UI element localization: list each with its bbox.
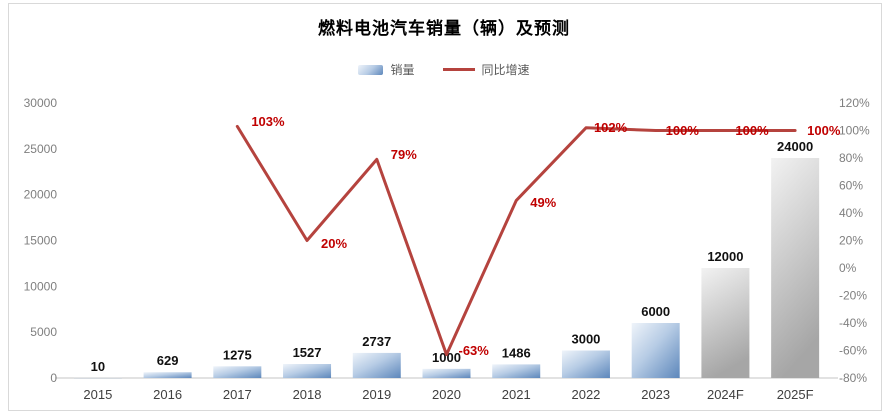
growth-value-label: 20% [321,236,347,251]
bar [492,364,541,378]
bar-value-label: 3000 [571,332,600,347]
x-tick-label: 2020 [432,387,461,402]
legend-item-growth: 同比增速 [442,61,530,78]
legend-label-sales: 销量 [390,63,415,77]
bar-value-label: 6000 [641,304,670,319]
y-right-tick-label: -20% [839,289,867,303]
bar-forecast [701,268,750,378]
growth-value-label: -63% [459,343,490,358]
bar [143,372,192,378]
y-left-tick-label: 5000 [30,325,57,339]
bar-value-label: 1000 [432,350,461,365]
legend-item-sales: 销量 [358,61,415,78]
y-right-tick-label: 120% [839,96,870,110]
bar-value-label: 10 [91,359,105,374]
sales-bar-swatch-icon [358,64,384,75]
x-tick-label: 2021 [502,387,531,402]
y-left-tick-label: 10000 [24,279,58,293]
growth-value-label: 100% [666,123,700,138]
bar-value-label: 629 [157,353,179,368]
x-tick-label: 2018 [293,387,322,402]
bar [352,352,401,378]
bar-value-label: 1486 [502,345,531,360]
y-right-tick-label: 40% [839,206,863,220]
y-left-tick-label: 0 [50,371,57,385]
y-right-tick-label: 80% [839,151,863,165]
y-left-tick-label: 20000 [24,188,58,202]
bar-value-label: 1275 [223,347,252,362]
y-left-tick-label: 30000 [24,96,58,110]
x-tick-label: 2025F [777,387,814,402]
growth-line [235,124,797,357]
bar [561,350,610,378]
bar-value-label: 2737 [362,334,391,349]
y-left-tick-label: 25000 [24,142,58,156]
y-left-tick-label: 15000 [24,234,58,248]
legend: 销量 同比增速 [0,61,888,78]
growth-value-label: 100% [735,123,769,138]
growth-value-label: 102% [594,120,628,135]
y-right-tick-label: -60% [839,344,867,358]
bar-value-label: 1527 [293,345,322,360]
y-right-tick-label: -40% [839,316,867,330]
x-tick-label: 2024F [707,387,744,402]
chart-title: 燃料电池汽车销量（辆）及预测 [318,19,570,38]
x-tick-label: 2022 [571,387,600,402]
growth-value-label: 100% [807,123,841,138]
bar [631,323,680,378]
bar-value-label: 12000 [707,249,743,264]
growth-line-swatch-icon [442,68,475,71]
growth-value-label: 49% [530,195,556,210]
legend-label-growth: 同比增速 [481,63,530,77]
bar [213,366,262,378]
x-tick-label: 2016 [153,387,182,402]
x-tick-label: 2017 [223,387,252,402]
y-right-tick-label: 100% [839,124,870,138]
y-right-tick-label: 20% [839,234,863,248]
x-tick-label: 2015 [83,387,112,402]
bar-forecast [771,158,820,378]
bar [283,364,332,378]
bar [422,368,471,378]
y-right-tick-label: 60% [839,179,863,193]
x-tick-label: 2023 [641,387,670,402]
x-tick-label: 2019 [362,387,391,402]
bar-value-label: 24000 [777,139,813,154]
y-right-tick-label: -80% [839,371,867,385]
growth-value-label: 79% [391,147,417,162]
y-right-tick-label: 0% [839,261,857,275]
growth-value-label: 103% [251,114,285,129]
